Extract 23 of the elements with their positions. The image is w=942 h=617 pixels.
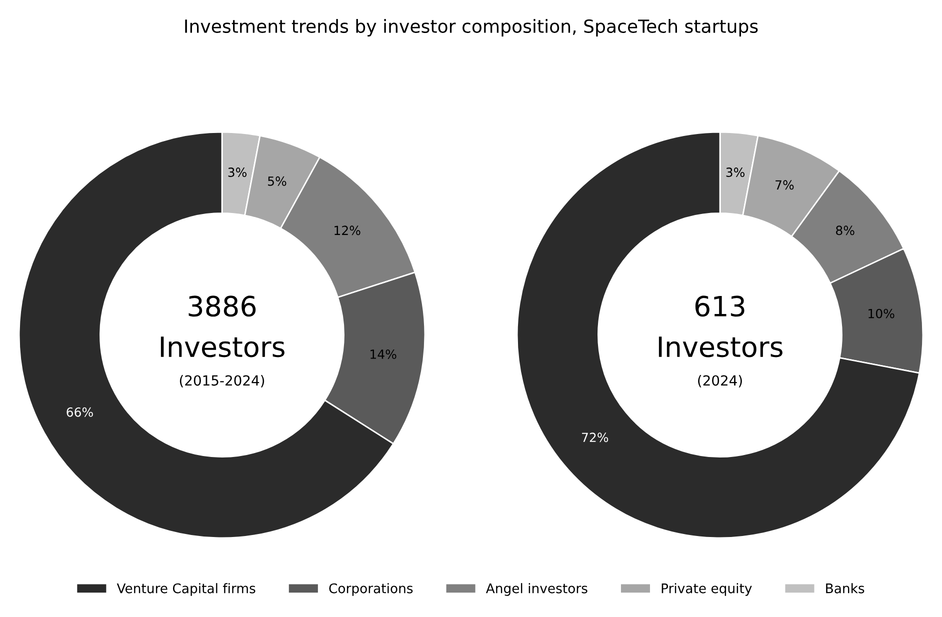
data-label: 5% (268, 176, 286, 186)
text: 3886 (188, 296, 256, 317)
donut-slice (516, 131, 920, 539)
data-label: 3% (228, 168, 247, 177)
legend-label: Corporations (329, 583, 413, 596)
text: Investors (658, 336, 782, 358)
legend-label: Venture Capital firms (116, 583, 256, 596)
text: (2015-2024) (180, 374, 264, 388)
data-label: 14% (370, 350, 396, 359)
legend-label: Angel investors (486, 583, 588, 596)
data-label: 66% (66, 407, 93, 417)
data-label: 10% (868, 308, 894, 318)
text: (2024) (698, 374, 742, 388)
legend-label: Banks (826, 583, 864, 594)
data-label: 12% (334, 226, 360, 236)
data-label: 72% (582, 432, 608, 442)
text: 613 (695, 296, 744, 317)
text: Investors (160, 336, 284, 358)
data-label: 3% (726, 168, 745, 177)
legend-label: Private equity (662, 583, 752, 596)
chart-title: Investment trends by investor composition, SpaceTech startups (185, 19, 758, 36)
data-label: 7% (776, 180, 794, 190)
data-label: 8% (836, 226, 854, 236)
